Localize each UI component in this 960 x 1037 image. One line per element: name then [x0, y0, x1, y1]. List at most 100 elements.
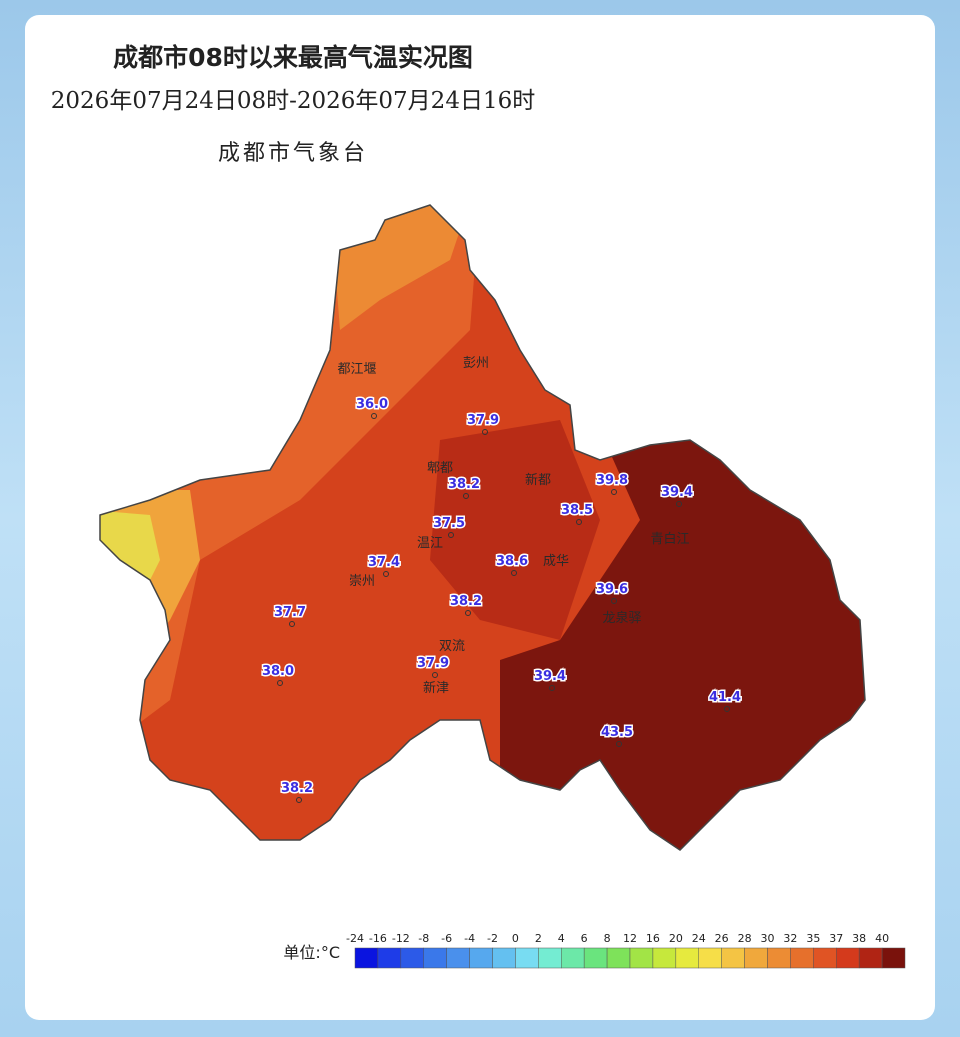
station-value: 39.8	[596, 473, 628, 488]
legend-unit: 单位:°C	[283, 943, 340, 962]
station-dot	[448, 532, 454, 538]
legend-swatch	[744, 947, 768, 969]
legend-swatch	[881, 947, 906, 969]
legend-swatch	[858, 947, 883, 969]
legend-swatch	[423, 947, 447, 969]
station-value: 37.4	[368, 555, 400, 570]
legend-tick: -24	[346, 932, 364, 945]
station-value: 38.6	[496, 554, 528, 569]
legend-swatch	[377, 947, 402, 969]
legend-swatch	[538, 947, 562, 969]
legend-swatch	[606, 947, 631, 969]
legend-swatch	[675, 947, 699, 969]
station-dot	[465, 610, 471, 616]
legend-tick: -2	[487, 932, 498, 945]
legend-swatch	[446, 947, 470, 969]
station-dot	[432, 672, 438, 678]
station-value: 37.9	[417, 656, 449, 671]
legend-tick: 28	[738, 932, 752, 945]
district-name: 新都	[525, 472, 551, 488]
district-name: 温江	[417, 536, 443, 551]
legend-tick: 37	[829, 932, 843, 945]
legend-tick: 35	[806, 932, 820, 945]
station-dot	[296, 797, 302, 803]
station-value: 38.2	[450, 594, 482, 609]
station-dot	[611, 489, 617, 495]
station-value: 43.5	[601, 725, 633, 740]
district-name: 崇州	[349, 574, 375, 589]
legend-swatch	[400, 947, 425, 969]
legend-tick: 6	[581, 932, 588, 945]
legend-tick: 20	[669, 932, 683, 945]
district-name: 龙泉驿	[602, 610, 641, 626]
district-name: 青白江	[650, 531, 689, 547]
legend-swatch	[698, 947, 722, 969]
station-dot	[576, 519, 582, 525]
station-value: 39.6	[596, 582, 628, 597]
legend-swatch	[515, 947, 539, 969]
station-value: 41.4	[709, 690, 741, 705]
legend-tick: -4	[464, 932, 475, 945]
district-name: 双流	[439, 639, 465, 654]
station-value: 39.4	[661, 485, 693, 500]
legend-tick: 24	[692, 932, 706, 945]
period: 2026年07月24日08时-2026年07月24日16时	[51, 88, 535, 114]
station-value: 38.2	[281, 781, 313, 796]
station-dot	[289, 621, 295, 627]
legend-tick: -8	[418, 932, 429, 945]
station-value: 38.0	[262, 664, 294, 679]
station-value: 38.5	[561, 503, 593, 518]
title: 成都市08时以来最高气温实况图	[113, 43, 473, 72]
station-dot	[616, 741, 622, 747]
legend-tick: 2	[535, 932, 542, 945]
legend-tick: 30	[761, 932, 775, 945]
legend-tick: 32	[783, 932, 797, 945]
district-name: 都江堰	[337, 362, 376, 377]
station-dot	[676, 501, 682, 507]
legend-swatch	[354, 947, 379, 969]
legend-swatch	[836, 947, 860, 969]
district-name: 彭州	[463, 356, 489, 371]
station-value: 37.9	[467, 413, 499, 428]
station-dot	[482, 429, 488, 435]
station-dot	[463, 493, 469, 499]
district-name: 郫都	[427, 460, 453, 476]
station-dot	[724, 706, 730, 712]
station-dot	[383, 571, 389, 577]
legend-swatch	[652, 947, 677, 969]
legend-tick: 38	[852, 932, 866, 945]
station-value: 39.4	[534, 669, 566, 684]
legend-swatch	[469, 947, 493, 969]
station-value: 37.5	[433, 516, 465, 531]
station-value: 37.7	[274, 605, 306, 620]
station-dot	[511, 570, 517, 576]
station-value: 38.2	[448, 477, 480, 492]
station-dot	[611, 598, 617, 604]
legend-swatch	[790, 947, 814, 969]
legend-tick: -12	[392, 932, 410, 945]
legend-tick: 8	[604, 932, 611, 945]
station-dot	[549, 685, 555, 691]
legend-tick: 16	[646, 932, 660, 945]
legend-tick: 26	[715, 932, 729, 945]
station-value: 36.0	[356, 397, 388, 412]
legend-swatch	[813, 947, 837, 969]
legend-swatch	[492, 947, 516, 969]
legend-swatch	[767, 947, 791, 969]
legend-swatch	[721, 947, 745, 969]
agency: 成都市气象台	[218, 141, 368, 166]
district-name: 新津	[423, 680, 449, 696]
legend-tick: 40	[875, 932, 889, 945]
legend-swatch	[583, 947, 608, 969]
legend-tick: -6	[441, 932, 452, 945]
legend-tick: 12	[623, 932, 637, 945]
legend-tick: 4	[558, 932, 565, 945]
legend-swatch	[629, 947, 654, 969]
station-dot	[277, 680, 283, 686]
station-dot	[371, 413, 377, 419]
legend-swatch	[561, 947, 585, 969]
legend-tick: -16	[369, 932, 387, 945]
legend-tick: 0	[512, 932, 519, 945]
